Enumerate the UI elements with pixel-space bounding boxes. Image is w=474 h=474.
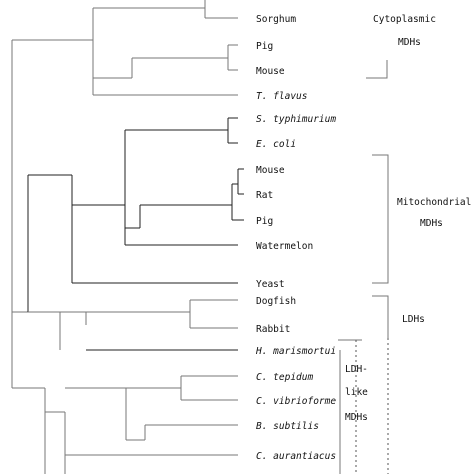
group-mitochondrial-line1: Mitochondrial [397,197,471,208]
leaf-h-marismortui: H. marismortui [255,346,336,357]
group-ldh-like-line1: LDH- [345,364,368,375]
bracket-ldhs [372,295,389,338]
group-ldh-like-line3: MDHs [345,412,368,423]
group-ldh-like-line2: like [345,387,368,398]
leaf-b-subtilis: B. subtilis [256,421,319,432]
leaf-mouse-mitochondrial: Mouse [256,165,285,176]
leaf-dogfish: Dogfish [256,296,296,307]
bracket-mitochondrial [372,154,389,284]
leaf-c-tepidum: C. tepidum [256,372,313,383]
leaf-e-coli: E. coli [256,139,296,150]
group-mitochondrial-line2: MDHs [420,218,443,229]
leaf-pig-cytoplasmic: Pig [256,41,273,52]
leaf-rat: Rat [256,190,273,201]
group-labels: Cytoplasmic MDHs Mitochondrial MDHs LDHs… [345,14,471,423]
bracket-cytoplasmic [366,60,388,79]
group-ldhs: LDHs [402,314,425,325]
leaf-c-aurantiacus: C. aurantiacus [256,451,336,462]
leaf-rabbit: Rabbit [256,324,290,335]
leaf-sorghum: Sorghum [256,14,296,25]
leaf-mouse-cytoplasmic: Mouse [256,66,285,77]
leaf-labels: Sorghum Pig Mouse T. flavus S. typhimuri… [255,14,336,462]
tree-branches [11,0,244,474]
leaf-watermelon: Watermelon [256,241,313,252]
group-cytoplasmic-line1: Cytoplasmic [373,14,436,25]
leaf-t-flavus: T. flavus [256,91,307,102]
leaf-c-vibrioforme: C. vibrioforme [256,396,336,407]
leaf-pig-mitochondrial: Pig [256,216,273,227]
group-cytoplasmic-line2: MDHs [398,37,421,48]
leaf-s-typhimurium: S. typhimurium [256,114,336,125]
leaf-yeast: Yeast [256,279,285,290]
group-brackets [338,60,389,474]
